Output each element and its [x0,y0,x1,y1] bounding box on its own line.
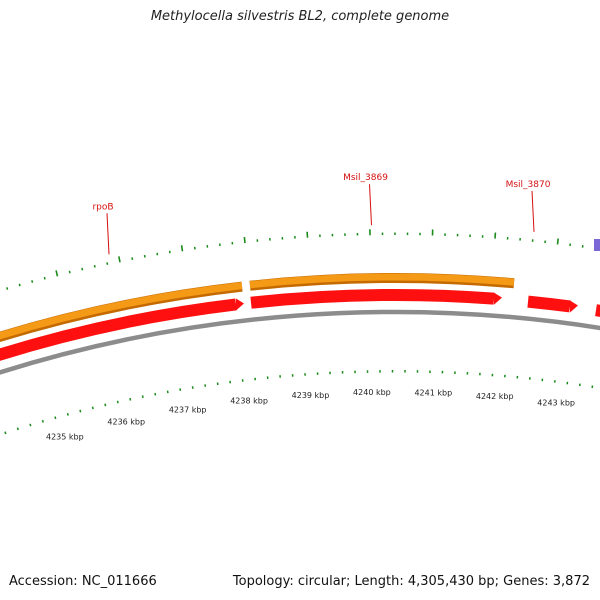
minor-tick [68,270,71,274]
gene-feature-fill [0,282,243,340]
minor-tick [16,427,19,431]
kbp-tick-label: 4243 kbp [537,398,575,407]
kbp-tick-label: 4235 kbp [46,433,84,442]
minor-tick [81,267,84,271]
gene-label-leader [531,190,535,232]
minor-tick [129,397,132,401]
kbp-labels: 4235 kbp 4236 kbp 4237 kbp 4238 kbp 4239 kbp… [46,388,575,441]
cds-arrow [250,289,495,309]
cds-track [0,289,600,361]
minor-tick [29,423,32,427]
map-title: Methylocella silvestris BL2, complete ge… [150,9,450,24]
gene-label: Msil_3870 [506,180,551,190]
minor-tick [93,264,96,268]
gene-label-leader [369,184,372,226]
minor-tick [116,400,119,404]
gene-label: Msil_3869 [343,173,388,183]
minor-tick [104,403,107,407]
major-tick [180,245,184,252]
minor-tick [79,409,82,413]
major-tick [243,237,246,244]
cds-arrowhead [494,292,502,305]
major-tick [55,270,59,277]
cds-arrow [0,298,237,361]
gene-feature-fill [249,273,515,289]
minor-tick [41,419,44,423]
kbp-tick-label: 4241 kbp [414,389,452,398]
kbp-tick-label: 4240 kbp [353,388,391,397]
accession-label: Accession: NC_011666 [9,574,157,589]
gene-track-forward [0,273,515,343]
kbp-tick-label: 4242 kbp [476,392,514,401]
feature-block-purple [594,239,600,251]
genome-backbone [0,309,600,375]
cds-arrow [595,304,600,317]
minor-tick [91,406,94,410]
inner-tick-track [4,370,594,435]
minor-tick [54,416,57,420]
genome-summary: Topology: circular; Length: 4,305,430 bp… [232,574,590,589]
kbp-tick-label: 4237 kbp [169,405,207,414]
gene-label-leader [106,213,110,255]
kbp-tick-label: 4239 kbp [292,391,330,400]
minor-tick [66,412,69,416]
major-tick [556,238,559,245]
minor-tick [18,283,21,287]
kbp-tick-label: 4236 kbp [107,417,145,426]
minor-tick [31,280,34,283]
cds-arrow [527,295,571,313]
cds-arrowhead [570,300,578,313]
minor-tick [6,287,9,290]
outer-tick-track [6,229,597,290]
gene-label: rpoB [92,202,113,212]
minor-tick [106,262,109,265]
kbp-tick-label: 4238 kbp [230,397,268,406]
gene-labels: rpoB Msil_3869 Msil_3870 [92,173,551,255]
cds-arrowhead [236,298,244,311]
major-tick [118,256,121,263]
minor-tick [43,276,46,280]
minor-tick [4,431,7,435]
